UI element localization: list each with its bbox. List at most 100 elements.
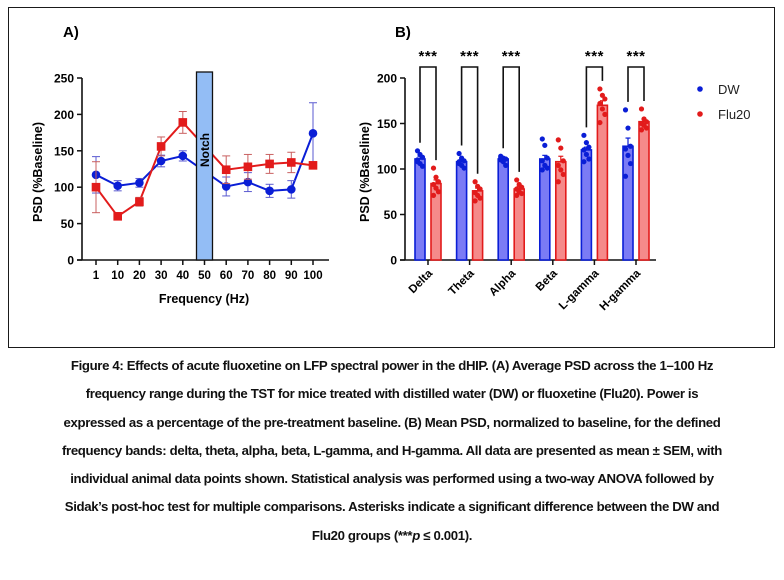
panel-b-data-point-flu20 xyxy=(602,111,608,117)
panel-b-bar-flu20 xyxy=(638,120,650,261)
panel-b-data-point-dw xyxy=(625,125,631,131)
panel-b-data-point-dw xyxy=(542,142,548,148)
panel-b-y-tick-label: 0 xyxy=(390,254,397,268)
panel-b-significance-bracket xyxy=(419,66,437,161)
panel-b-data-point-dw xyxy=(625,152,631,158)
caption-line: Flu20 groups (***p ≤ 0.001). xyxy=(311,527,473,543)
panel-b-data-point-flu20 xyxy=(643,125,650,131)
caption-line: Sidak’s post-hoc test for multiple compa… xyxy=(64,499,720,515)
panel-a-y-tick-label: 100 xyxy=(54,181,74,195)
panel-b-data-point-flu20 xyxy=(558,167,564,173)
panel-b-data-point-dw xyxy=(581,159,587,165)
panel-a-y-tick-label: 200 xyxy=(54,108,74,122)
panel-b-data-point-flu20 xyxy=(597,119,603,126)
panel-a-point-flu20 xyxy=(221,165,231,175)
panel-b-data-point-dw xyxy=(419,154,426,160)
panel-a-point-flu20 xyxy=(91,182,101,192)
panel-b-data-point-flu20 xyxy=(597,100,603,107)
panel-b-data-point-dw xyxy=(581,132,587,138)
panel-b-data-point-flu20 xyxy=(519,184,525,190)
panel-b-data-point-dw xyxy=(414,148,421,154)
panel-a-point-flu20 xyxy=(178,118,188,127)
panel-b-data-point-flu20 xyxy=(643,119,650,125)
panel-a-point-dw xyxy=(308,129,318,138)
panel-b-data-point-flu20 xyxy=(514,177,520,183)
panel-b-data-point-flu20 xyxy=(597,86,603,92)
panel-b-data-point-flu20 xyxy=(430,165,437,171)
panel-b-bar-flu20 xyxy=(513,188,526,261)
panel-b-data-point-dw xyxy=(586,144,592,150)
panel-b-x-tick-label: Alpha xyxy=(487,267,519,299)
panel-a-point-flu20 xyxy=(243,162,253,172)
panel-b-data-point-flu20 xyxy=(555,162,561,168)
panel-b-significance-label: *** xyxy=(585,48,604,65)
caption-line: individual animal data points shown. Sta… xyxy=(70,471,714,487)
panel-b-bar-dw xyxy=(580,149,593,261)
panel-b-data-point-dw xyxy=(539,167,545,173)
panel-b-legend: DW Flu20 xyxy=(697,82,751,122)
panel-b-significance-label: *** xyxy=(502,48,521,65)
panel-a-point-flu20 xyxy=(287,158,296,167)
panel-b-y-tick-label: 50 xyxy=(384,208,398,222)
panel-a-x-tick-label: 40 xyxy=(176,270,189,282)
figure-caption: Figure 4: Effects of acute fluoxetine on… xyxy=(0,352,784,550)
panel-a-x-tick-label: 50 xyxy=(198,270,211,282)
panel-b-data-point-flu20 xyxy=(599,92,606,98)
panel-b-data-point-flu20 xyxy=(638,106,645,112)
panel-b-data-point-flu20 xyxy=(602,96,608,102)
panel-b-data-point-dw xyxy=(539,158,545,164)
panel-b-data-point-dw xyxy=(622,173,629,179)
panel-b-data-point-flu20 xyxy=(560,158,566,164)
panel-b-data-point-dw xyxy=(461,165,467,171)
panel-b-bar-dw xyxy=(538,158,551,261)
panel-b-y-tick-label: 200 xyxy=(377,72,397,86)
panel-b-data-point-dw xyxy=(539,136,545,142)
panel-b-data-point-flu20 xyxy=(519,190,525,197)
legend-dw-marker xyxy=(697,86,703,92)
panel-a-x-tick-label: 70 xyxy=(242,270,255,282)
panel-b-data-point-flu20 xyxy=(477,186,483,192)
panel-a-x-tick-label: 100 xyxy=(303,270,322,282)
panel-b-data-point-dw xyxy=(583,140,590,146)
panel-a-x-tick-label: 60 xyxy=(220,270,233,282)
panel-b-data-point-flu20 xyxy=(514,192,520,198)
panel-b-x-tick-label: Beta xyxy=(534,267,561,294)
panel-b-data-point-flu20 xyxy=(599,106,606,112)
panel-b-data-point-flu20 xyxy=(435,179,442,185)
caption-line: frequency range during the TST for mice … xyxy=(85,386,699,402)
panel-b-data-point-dw xyxy=(544,165,550,171)
panel-a-y-tick-label: 150 xyxy=(54,144,74,158)
panel-b-data-point-flu20 xyxy=(472,179,478,185)
panel-b-data-point-dw xyxy=(500,159,506,165)
panel-b-data-point-dw xyxy=(419,163,426,169)
panel-b-significance-label: *** xyxy=(460,48,479,65)
panel-b-data-point-flu20 xyxy=(560,171,566,178)
caption-line: expressed as a percentage of the pre-tre… xyxy=(63,414,721,430)
panel-b-x-tick-label: L-gamma xyxy=(557,267,602,312)
panel-b-y-tick-label: 100 xyxy=(377,163,397,177)
panel-b-data-point-dw xyxy=(622,146,629,152)
panel-b-data-point-dw xyxy=(503,162,509,168)
panel-b-data-point-flu20 xyxy=(472,198,478,204)
panel-a-x-tick-label: 20 xyxy=(133,270,146,282)
panel-a-point-dw xyxy=(287,185,296,194)
figure-charts: A) PSD (%Baseline) Frequency (Hz) 050100… xyxy=(31,24,751,313)
panel-a-point-dw xyxy=(221,182,231,191)
panel-b-data-point-flu20 xyxy=(555,137,561,143)
panel-b-label: B) xyxy=(395,24,411,41)
panel-b-data-point-flu20 xyxy=(558,145,564,151)
panel-b-significance-bracket xyxy=(460,66,479,174)
panel-b-data-point-dw xyxy=(586,156,592,162)
panel-b-data-point-flu20 xyxy=(430,181,437,188)
panel-a-point-dw xyxy=(243,177,253,187)
panel-b-data-point-flu20 xyxy=(433,185,439,191)
p-value-symbol: p xyxy=(412,527,420,543)
panel-b-data-point-dw xyxy=(622,107,629,113)
panel-b-significance-label: *** xyxy=(626,48,645,65)
panel-b-x-tick-label: Theta xyxy=(447,267,478,298)
panel-a-point-flu20 xyxy=(156,142,166,151)
panel-b-data-point-flu20 xyxy=(555,179,561,185)
panel-a-line-chart: A) PSD (%Baseline) Frequency (Hz) 0 50 100… xyxy=(31,24,329,306)
panel-a-x-tick-label: 10 xyxy=(111,270,124,282)
panel-b-data-point-dw xyxy=(627,143,634,149)
